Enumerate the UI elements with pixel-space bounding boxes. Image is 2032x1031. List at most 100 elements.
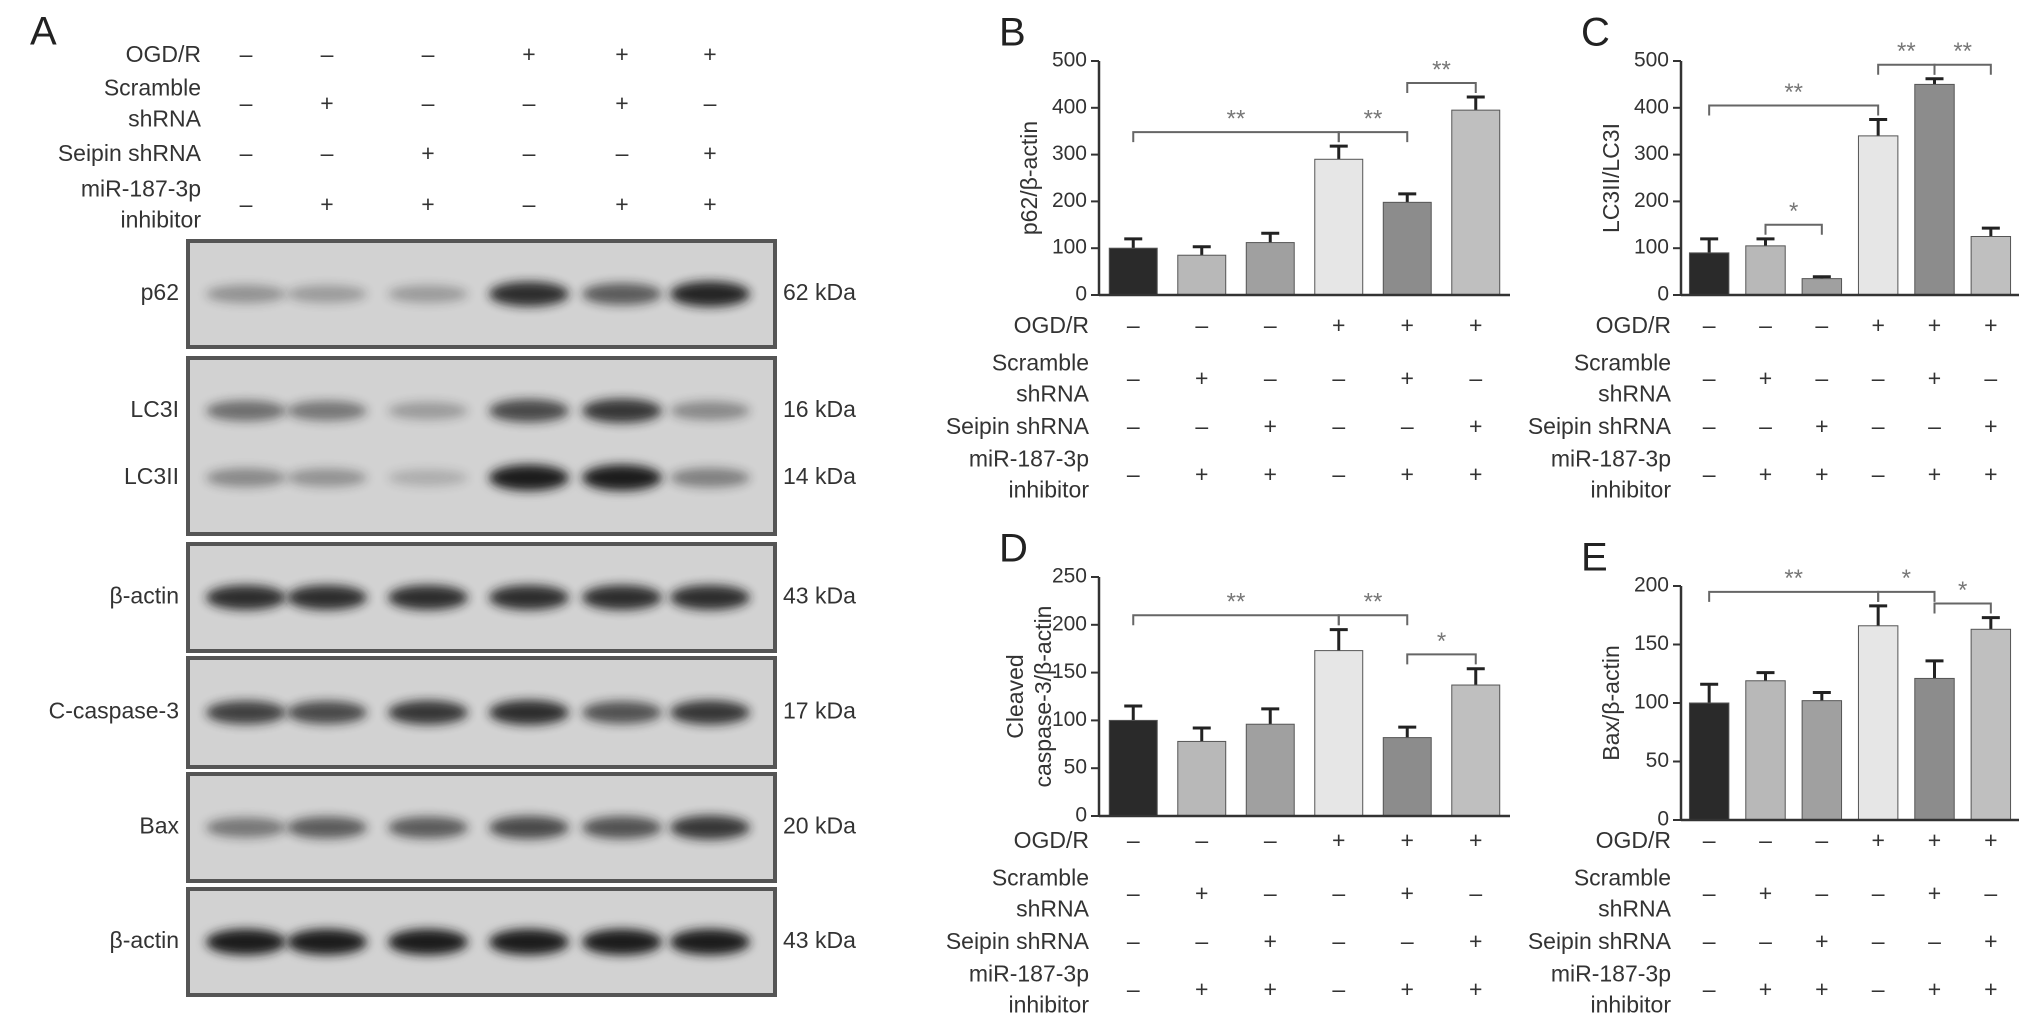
condition-sign: + <box>1264 976 1277 1002</box>
condition-label: Seipin shRNA <box>946 928 1090 954</box>
y-tick-label: 150 <box>1634 632 1669 655</box>
condition-sign: – <box>1872 365 1885 391</box>
condition-sign: – <box>616 140 629 166</box>
panel-letter: E <box>1581 536 1608 580</box>
bar <box>1801 700 1843 821</box>
y-tick-label: 0 <box>1657 808 1669 831</box>
condition-sign: + <box>421 140 434 166</box>
condition-label: OGD/R <box>1014 312 1089 338</box>
y-tick-label: 200 <box>1634 189 1669 212</box>
condition-label: shRNA <box>128 106 202 132</box>
condition-sign: + <box>1984 413 1997 439</box>
condition-label: Scramble <box>104 75 201 101</box>
condition-sign: – <box>1759 928 1772 954</box>
blot-band <box>582 701 662 724</box>
blot-band <box>670 815 750 840</box>
condition-label: OGD/R <box>126 41 201 67</box>
condition-sign: – <box>1195 312 1208 338</box>
condition-sign: – <box>1127 413 1140 439</box>
condition-sign: – <box>1759 827 1772 853</box>
blot-band <box>582 929 662 955</box>
blot-band <box>287 701 367 724</box>
condition-sign: – <box>1195 928 1208 954</box>
condition-sign: + <box>1469 413 1482 439</box>
blot-label: β-actin <box>110 927 179 953</box>
blot-band <box>388 469 468 486</box>
condition-label: miR-187-3p <box>969 446 1089 472</box>
condition-sign: + <box>1928 976 1941 1002</box>
condition-label: inhibitor <box>1590 992 1671 1018</box>
condition-sign: – <box>1984 880 1997 906</box>
blot-band <box>489 816 569 839</box>
condition-sign: + <box>522 41 535 67</box>
condition-label: Scramble <box>992 865 1089 891</box>
condition-sign: + <box>1195 880 1208 906</box>
blot-band <box>287 816 367 839</box>
condition-sign: – <box>1703 312 1716 338</box>
blot-band <box>287 585 367 610</box>
bar <box>1745 245 1786 296</box>
y-tick-label: 300 <box>1634 142 1669 165</box>
bar <box>1108 719 1158 817</box>
condition-sign: – <box>422 90 435 116</box>
condition-sign: – <box>1469 880 1482 906</box>
condition-sign: + <box>1264 928 1277 954</box>
bar <box>1914 677 1955 821</box>
bar <box>1108 247 1158 296</box>
blot-band <box>670 401 750 421</box>
condition-sign: – <box>1332 976 1345 1002</box>
blot-band <box>489 281 569 307</box>
condition-sign: + <box>1264 413 1277 439</box>
bar <box>1314 650 1364 817</box>
blot-size: 43 kDa <box>783 583 856 609</box>
significance-bracket <box>1337 614 1409 626</box>
blot-band <box>670 281 750 307</box>
blot-band <box>388 700 468 725</box>
condition-sign: – <box>1872 461 1885 487</box>
significance-label: ** <box>1364 589 1383 616</box>
condition-sign: + <box>1759 365 1772 391</box>
condition-sign: – <box>321 41 334 67</box>
significance-label: ** <box>1227 105 1246 132</box>
y-tick-label: 400 <box>1634 95 1669 118</box>
y-tick-label: 100 <box>1052 236 1087 259</box>
condition-sign: + <box>1469 461 1482 487</box>
condition-sign: – <box>240 191 253 217</box>
significance-label: ** <box>1784 565 1803 592</box>
condition-sign: + <box>1401 976 1414 1002</box>
condition-sign: – <box>240 41 253 67</box>
bar <box>1177 254 1227 296</box>
condition-sign: – <box>1984 365 1997 391</box>
blot-label: Bax <box>139 813 179 839</box>
condition-sign: + <box>1815 928 1828 954</box>
y-axis-label: Bax/β-actin <box>1598 645 1624 761</box>
condition-sign: – <box>1703 827 1716 853</box>
blot-band <box>489 464 569 491</box>
bar <box>1688 252 1730 296</box>
condition-label: Scramble <box>1574 865 1671 891</box>
condition-label: OGD/R <box>1014 827 1089 853</box>
condition-sign: – <box>1127 880 1140 906</box>
condition-sign: + <box>1984 928 1997 954</box>
blot-label: LC3I <box>130 396 179 422</box>
condition-label: inhibitor <box>120 207 201 233</box>
y-tick-label: 250 <box>1052 565 1087 588</box>
blot-band <box>287 285 367 303</box>
condition-sign: – <box>1703 880 1716 906</box>
condition-label: miR-187-3p <box>1551 961 1671 987</box>
condition-label: Scramble <box>1574 350 1671 376</box>
blot-band <box>489 929 569 955</box>
condition-sign: – <box>1332 880 1345 906</box>
blot-size: 17 kDa <box>783 698 856 724</box>
condition-sign: + <box>1195 461 1208 487</box>
condition-label: OGD/R <box>1596 827 1671 853</box>
significance-label: ** <box>1953 38 1972 65</box>
y-tick-label: 50 <box>1064 756 1087 779</box>
significance-bracket <box>1933 602 1992 614</box>
condition-sign: – <box>1264 880 1277 906</box>
condition-label: inhibitor <box>1008 992 1089 1018</box>
panel-letter: D <box>999 527 1028 571</box>
condition-sign: + <box>1401 312 1414 338</box>
condition-label: OGD/R <box>1596 312 1671 338</box>
condition-sign: – <box>1815 880 1828 906</box>
